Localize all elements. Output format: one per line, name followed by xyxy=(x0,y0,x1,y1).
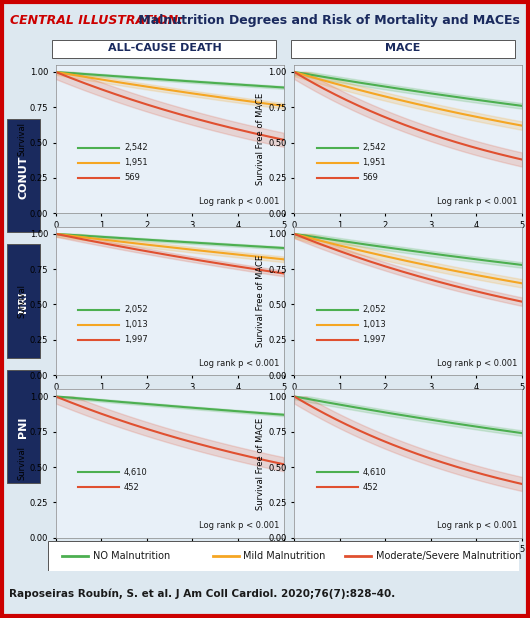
Text: Log rank p < 0.001: Log rank p < 0.001 xyxy=(437,197,517,206)
Text: CENTRAL ILLUSTRATION:: CENTRAL ILLUSTRATION: xyxy=(11,14,183,27)
Y-axis label: Survival Free of MACE: Survival Free of MACE xyxy=(256,93,265,185)
Text: 1,997: 1,997 xyxy=(124,335,148,344)
X-axis label: Time Since Index Event (Years): Time Since Index Event (Years) xyxy=(111,232,228,242)
Text: Log rank p < 0.001: Log rank p < 0.001 xyxy=(199,197,279,206)
Text: 1,951: 1,951 xyxy=(124,158,148,167)
X-axis label: Time Since Index Event (Years): Time Since Index Event (Years) xyxy=(349,394,467,404)
FancyBboxPatch shape xyxy=(52,40,277,58)
Text: 2,542: 2,542 xyxy=(363,143,386,153)
Text: 569: 569 xyxy=(363,173,378,182)
Text: Log rank p < 0.001: Log rank p < 0.001 xyxy=(199,521,279,530)
Y-axis label: Survival: Survival xyxy=(17,122,26,156)
FancyBboxPatch shape xyxy=(48,541,519,571)
Text: 2,052: 2,052 xyxy=(124,305,148,315)
Text: 2,052: 2,052 xyxy=(363,305,386,315)
Text: ALL-CAUSE DEATH: ALL-CAUSE DEATH xyxy=(108,43,222,53)
X-axis label: Time Since Index Event (Years): Time Since Index Event (Years) xyxy=(111,394,228,404)
Y-axis label: Survival Free of MACE: Survival Free of MACE xyxy=(256,255,265,347)
Y-axis label: Survival Free of MACE: Survival Free of MACE xyxy=(256,417,265,510)
Text: 2,542: 2,542 xyxy=(124,143,148,153)
Y-axis label: Survival: Survival xyxy=(17,446,26,481)
Text: Log rank p < 0.001: Log rank p < 0.001 xyxy=(437,521,517,530)
Text: Raposeiras Roubín, S. et al. J Am Coll Cardiol. 2020;76(7):828–40.: Raposeiras Roubín, S. et al. J Am Coll C… xyxy=(10,589,396,599)
Text: Moderate/Severe Malnutrition: Moderate/Severe Malnutrition xyxy=(376,551,521,561)
Text: NO Malnutrition: NO Malnutrition xyxy=(93,551,170,561)
Text: 1,997: 1,997 xyxy=(363,335,386,344)
Text: Malnutrition Degrees and Risk of Mortality and MACEs: Malnutrition Degrees and Risk of Mortali… xyxy=(134,14,520,27)
Text: PNI: PNI xyxy=(19,417,28,438)
Text: 452: 452 xyxy=(124,483,140,492)
FancyBboxPatch shape xyxy=(7,119,40,232)
Text: 452: 452 xyxy=(363,483,378,492)
Text: 1,951: 1,951 xyxy=(363,158,386,167)
Text: CONUT: CONUT xyxy=(19,155,28,198)
FancyBboxPatch shape xyxy=(7,244,40,358)
FancyBboxPatch shape xyxy=(7,370,40,483)
Text: NRI: NRI xyxy=(19,291,28,313)
X-axis label: Time Since Index Event (Years): Time Since Index Event (Years) xyxy=(349,557,467,566)
Text: 1,013: 1,013 xyxy=(124,320,148,329)
Text: Log rank p < 0.001: Log rank p < 0.001 xyxy=(437,358,517,368)
FancyBboxPatch shape xyxy=(290,40,515,58)
Text: 4,610: 4,610 xyxy=(124,468,148,477)
Text: MACE: MACE xyxy=(385,43,420,53)
Text: 569: 569 xyxy=(124,173,140,182)
X-axis label: Time Since Index Event (Years): Time Since Index Event (Years) xyxy=(349,232,467,242)
Text: Log rank p < 0.001: Log rank p < 0.001 xyxy=(199,358,279,368)
Text: 4,610: 4,610 xyxy=(363,468,386,477)
X-axis label: Time Since Index Event (Years): Time Since Index Event (Years) xyxy=(111,557,228,566)
Text: Mild Malnutrition: Mild Malnutrition xyxy=(243,551,326,561)
Text: 1,013: 1,013 xyxy=(363,320,386,329)
Y-axis label: Survival: Survival xyxy=(17,284,26,318)
